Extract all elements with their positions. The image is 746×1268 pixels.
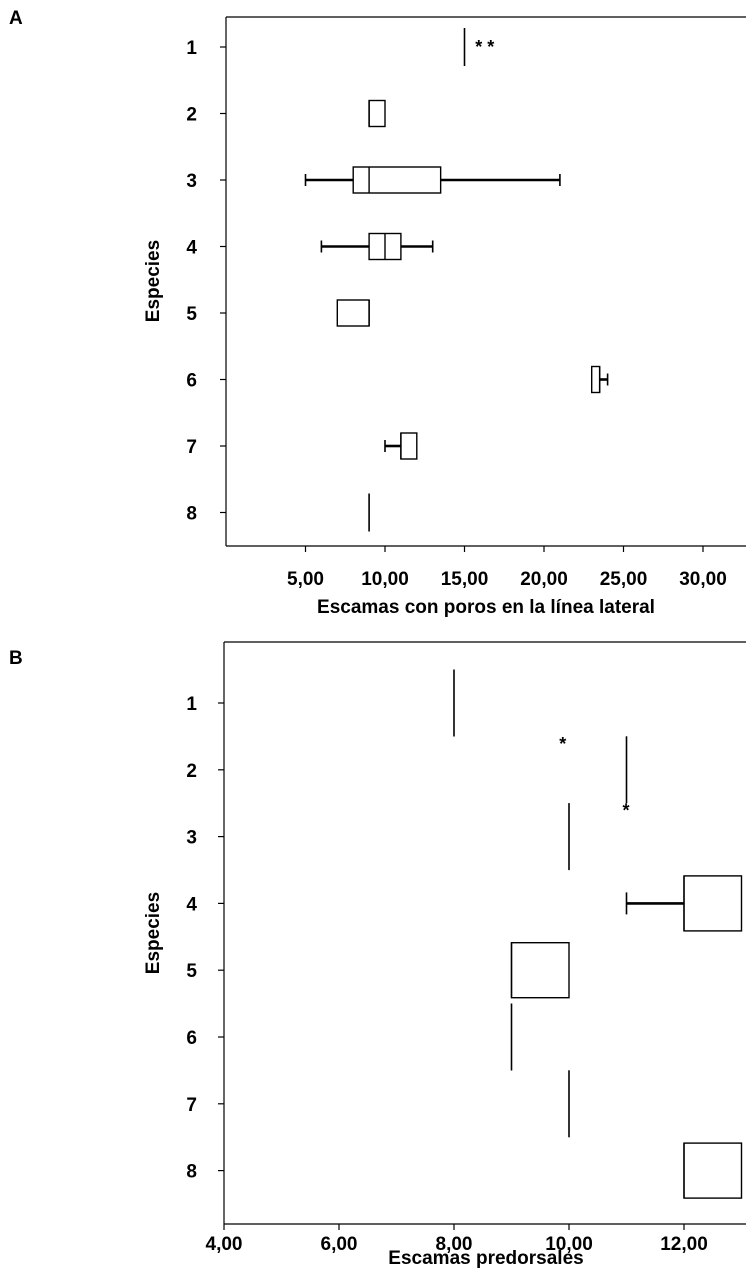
box-species-4 [320, 232, 434, 261]
x-tick-label: 25,00 [600, 569, 648, 590]
y-tick-label: 7 [186, 1095, 197, 1116]
x-tick-label: 15,00 [441, 569, 489, 590]
panel-a-letter: A [9, 8, 23, 29]
panel-b-plot: 1 2 3 4 5 6 7 8 4,00 6,00 8,00 10,00 12,00 * * [186, 641, 746, 1255]
x-tick-label: 10,00 [545, 1234, 593, 1255]
x-tick-label: 12,00 [660, 1234, 708, 1255]
panel-a-plot: 1 2 3 4 5 6 7 8 5,00 10,00 15,00 20,00 25,00 30,00 * * [186, 16, 746, 590]
outlier-marker: * [559, 734, 566, 754]
y-tick-label: 2 [186, 761, 197, 782]
panel-b-y-axis-title: Especies [143, 892, 164, 974]
box-species-7 [384, 432, 418, 460]
box-species-8 [683, 1142, 743, 1199]
x-tick-label: 20,00 [520, 569, 568, 590]
y-tick-label: 8 [186, 1162, 197, 1183]
y-tick-label: 4 [186, 894, 197, 915]
iqr-box [368, 99, 386, 128]
y-tick-label: 3 [186, 171, 197, 192]
panel-b-letter: B [9, 648, 23, 669]
panel-a-y-axis-title: Especies [143, 240, 164, 322]
iqr-box [591, 365, 601, 394]
iqr-box [352, 166, 442, 194]
box-species-2 [368, 99, 386, 128]
outlier-marker: * * [475, 37, 494, 57]
y-tick-label: 5 [186, 304, 197, 325]
box-species-3 [304, 166, 561, 194]
y-tick-label: 4 [186, 238, 197, 259]
y-tick-label: 6 [186, 371, 197, 392]
box-species-6 [591, 365, 609, 394]
iqr-box [400, 432, 418, 460]
y-tick-label: 5 [186, 961, 197, 982]
outlier-marker: * [623, 801, 630, 821]
y-tick-label: 2 [186, 105, 197, 126]
x-tick-label: 10,00 [361, 569, 409, 590]
panel-b-x-axis-title: Escamas predorsales [388, 1248, 583, 1268]
x-tick-label: 30,00 [679, 569, 727, 590]
x-tick-label: 5,00 [287, 569, 324, 590]
iqr-box [683, 1142, 743, 1199]
iqr-box [336, 299, 370, 327]
y-tick-label: 6 [186, 1028, 197, 1049]
panel-a-x-axis-title: Escamas con poros en la línea lateral [317, 597, 655, 618]
y-tick-label: 1 [186, 694, 197, 715]
x-tick-label: 4,00 [206, 1234, 243, 1255]
box-species-5 [510, 942, 570, 999]
x-tick-label: 8,00 [436, 1234, 473, 1255]
y-tick-label: 1 [186, 38, 197, 59]
iqr-box [683, 875, 743, 932]
y-tick-label: 3 [186, 828, 197, 849]
panel-a: A 1 2 3 4 5 6 7 8 5,00 10,00 15,00 20,00 25,00 30,00 *… [9, 8, 746, 618]
box-species-4 [625, 875, 743, 932]
box-species-5 [336, 299, 370, 327]
iqr-box [510, 942, 570, 999]
panel-b: B 1 2 3 4 5 6 7 8 4,00 6,00 8,00 10,00 12,00 * * Espec… [9, 641, 746, 1268]
y-tick-label: 7 [186, 437, 197, 458]
y-tick-label: 8 [186, 504, 197, 525]
x-tick-label: 6,00 [321, 1234, 358, 1255]
